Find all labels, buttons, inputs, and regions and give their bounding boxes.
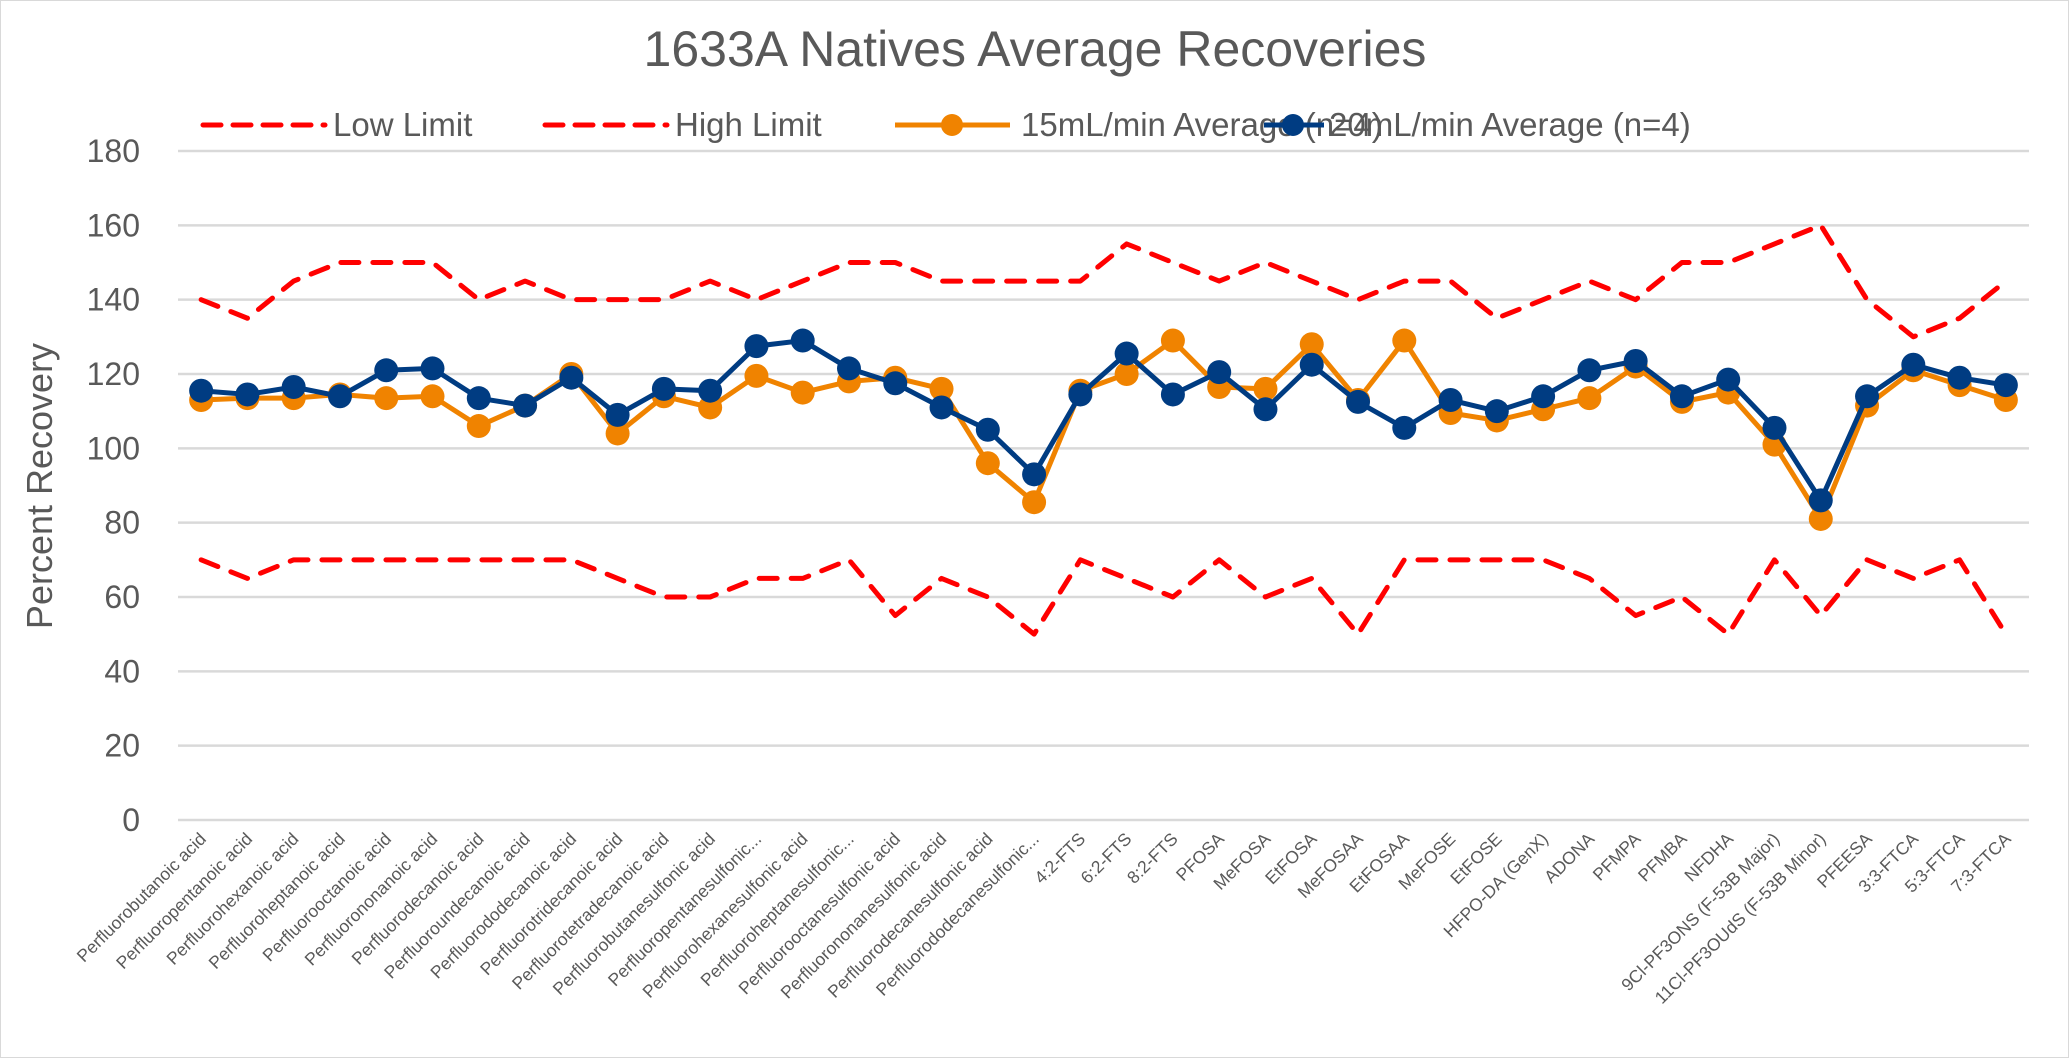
series-15ml-min-average-n-4: [189, 328, 2018, 531]
legend-item-low-limit: Low Limit: [200, 106, 472, 143]
data-point-15ml-min-average-n-4: [1808, 506, 1833, 531]
y-tick-label: 40: [104, 653, 140, 689]
series-line-15ml-min-average-n-4: [201, 338, 2007, 522]
series-line-high-limit: [198, 222, 2009, 340]
data-point-20ml-min-average-n-4: [374, 358, 399, 383]
data-point-20ml-min-average-n-4: [1669, 384, 1694, 409]
y-tick-label: 60: [104, 579, 140, 615]
series-low-limit: [198, 557, 2009, 637]
data-point-20ml-min-average-n-4: [513, 393, 538, 418]
y-axis-ticks: 0 20 40 60 80 100 120 140 160 180: [87, 133, 140, 838]
data-point-20ml-min-average-n-4: [1716, 367, 1741, 392]
data-point-15ml-min-average-n-4: [605, 421, 630, 446]
data-point-15ml-min-average-n-4: [744, 363, 769, 388]
data-point-20ml-min-average-n-4: [698, 378, 723, 403]
y-tick-label: 100: [87, 430, 140, 466]
data-point-20ml-min-average-n-4: [1022, 462, 1047, 487]
data-point-20ml-min-average-n-4: [1577, 358, 1602, 383]
data-point-20ml-min-average-n-4: [651, 376, 676, 401]
data-point-20ml-min-average-n-4: [1438, 388, 1463, 413]
data-point-20ml-min-average-n-4: [929, 395, 954, 420]
data-point-20ml-min-average-n-4: [1068, 382, 1093, 407]
y-tick-label: 80: [104, 505, 140, 541]
data-point-20ml-min-average-n-4: [235, 382, 260, 407]
data-point-15ml-min-average-n-4: [1253, 376, 1278, 401]
legend-marker-20ml: [1282, 114, 1304, 136]
data-point-20ml-min-average-n-4: [1299, 352, 1324, 377]
legend-label-20ml: 20mL/min Average (n=4): [1329, 106, 1691, 143]
data-point-15ml-min-average-n-4: [790, 380, 815, 405]
data-point-15ml-min-average-n-4: [1577, 386, 1602, 411]
legend: Low Limit High Limit 15mL/min Average (n…: [200, 106, 1691, 143]
data-point-15ml-min-average-n-4: [466, 414, 491, 439]
data-point-20ml-min-average-n-4: [790, 328, 815, 353]
y-tick-label: 120: [87, 356, 140, 392]
data-point-20ml-min-average-n-4: [1762, 415, 1787, 440]
data-point-15ml-min-average-n-4: [1114, 362, 1139, 386]
data-point-15ml-min-average-n-4: [975, 451, 1000, 476]
data-point-20ml-min-average-n-4: [883, 371, 908, 396]
y-axis-label: Percent Recovery: [19, 343, 60, 629]
data-point-20ml-min-average-n-4: [1392, 415, 1417, 440]
data-point-20ml-min-average-n-4: [744, 334, 769, 359]
data-point-20ml-min-average-n-4: [975, 417, 1000, 442]
data-point-15ml-min-average-n-4: [1022, 490, 1047, 515]
x-tick-label: 6:2-FTS: [1077, 829, 1136, 888]
data-point-20ml-min-average-n-4: [1484, 399, 1509, 424]
data-point-15ml-min-average-n-4: [374, 386, 399, 411]
data-point-20ml-min-average-n-4: [1901, 352, 1926, 377]
data-point-15ml-min-average-n-4: [929, 376, 954, 401]
legend-item-high-limit: High Limit: [542, 106, 822, 143]
data-point-20ml-min-average-n-4: [466, 386, 491, 411]
x-tick-label: ADONA: [1540, 828, 1598, 886]
data-point-15ml-min-average-n-4: [1160, 328, 1185, 353]
series-20ml-min-average-n-4: [189, 328, 2018, 513]
y-tick-label: 0: [122, 802, 140, 838]
y-tick-label: 20: [104, 728, 140, 764]
data-point-20ml-min-average-n-4: [189, 378, 214, 403]
data-point-20ml-min-average-n-4: [559, 365, 584, 390]
series-line-20ml-min-average-n-4: [200, 338, 2007, 503]
data-point-15ml-min-average-n-4: [1392, 328, 1417, 353]
data-point-20ml-min-average-n-4: [1253, 397, 1278, 422]
data-point-20ml-min-average-n-4: [1160, 382, 1185, 407]
data-point-20ml-min-average-n-4: [1808, 488, 1833, 513]
y-tick-label: 180: [87, 133, 140, 169]
series-layer: [189, 222, 2018, 637]
data-point-20ml-min-average-n-4: [1207, 360, 1232, 385]
data-point-20ml-min-average-n-4: [1114, 341, 1139, 366]
data-point-20ml-min-average-n-4: [1993, 373, 2018, 398]
data-point-20ml-min-average-n-4: [1855, 384, 1880, 409]
y-tick-label: 140: [87, 282, 140, 318]
legend-label-high-limit: High Limit: [675, 106, 822, 143]
data-point-20ml-min-average-n-4: [281, 375, 306, 400]
data-point-20ml-min-average-n-4: [605, 402, 630, 427]
legend-item-20ml: 20mL/min Average (n=4): [1264, 106, 1691, 143]
data-point-20ml-min-average-n-4: [1531, 384, 1556, 409]
data-point-15ml-min-average-n-4: [698, 395, 723, 420]
x-tick-label: 8:2-FTS: [1123, 829, 1182, 888]
chart-title: 1633A Natives Average Recoveries: [644, 21, 1427, 77]
data-point-15ml-min-average-n-4: [1299, 332, 1324, 357]
data-point-20ml-min-average-n-4: [836, 356, 861, 381]
data-point-20ml-min-average-n-4: [327, 384, 352, 409]
x-tick-label: 4:2-FTS: [1030, 829, 1089, 888]
data-point-20ml-min-average-n-4: [1346, 389, 1371, 414]
data-point-15ml-min-average-n-4: [420, 384, 445, 409]
data-point-20ml-min-average-n-4: [1947, 365, 1972, 390]
y-tick-label: 160: [87, 207, 140, 243]
series-line-low-limit: [198, 557, 2009, 637]
legend-marker-15ml: [941, 114, 963, 136]
data-point-20ml-min-average-n-4: [1623, 348, 1648, 373]
legend-label-low-limit: Low Limit: [333, 106, 472, 143]
x-tick-label: PFMPA: [1589, 828, 1645, 884]
data-point-20ml-min-average-n-4: [420, 356, 445, 381]
series-high-limit: [198, 222, 2009, 340]
x-tick-label: PFMBA: [1634, 828, 1691, 885]
gridlines: [178, 149, 2029, 822]
x-axis-ticks: Perfluorobutanoic acidPerfluoropentanoic…: [73, 828, 2015, 1007]
